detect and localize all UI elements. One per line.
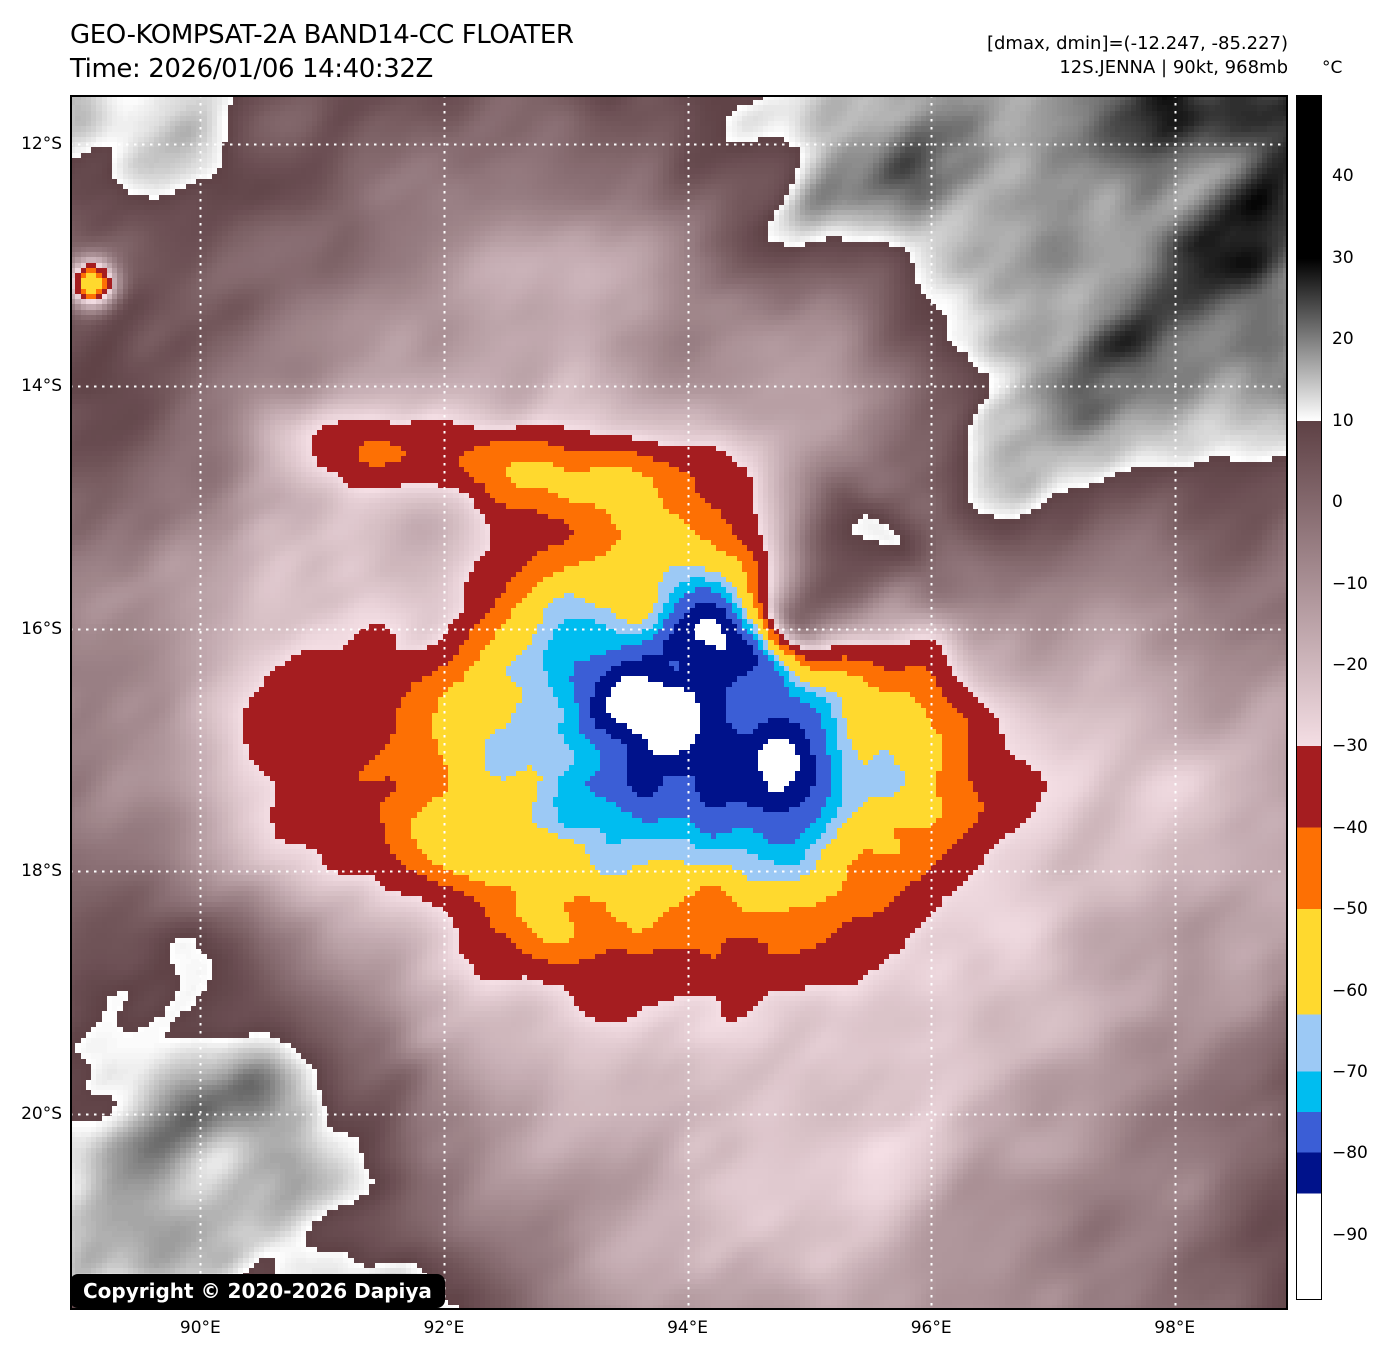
colorbar-tick-label: −30 — [1332, 736, 1368, 757]
colorbar-tick-label: 30 — [1332, 247, 1354, 268]
lon-axis-label: 92°E — [423, 1318, 465, 1338]
colorbar-unit-label: °C — [1322, 58, 1343, 78]
lat-axis-label: 14°S — [21, 376, 62, 397]
storm-id-intensity: 12S.JENNA | 90kt, 968mb — [1059, 57, 1288, 78]
lat-axis-label: 20°S — [21, 1103, 62, 1124]
colorbar-tick-label: −50 — [1332, 899, 1368, 920]
info-block: [dmax, dmin]=(-12.247, -85.227) 12S.JENN… — [987, 32, 1288, 80]
temperature-colorbar — [1296, 95, 1322, 1300]
colorbar-tick-label: 10 — [1332, 410, 1354, 431]
colorbar-tick-label: 0 — [1332, 492, 1343, 513]
satellite-imagery-canvas — [70, 95, 1288, 1310]
lon-axis-label: 96°E — [910, 1318, 952, 1338]
copyright-badge: Copyright © 2020-2026 Dapiya — [70, 1274, 445, 1308]
lat-axis-label: 18°S — [21, 861, 62, 882]
colorbar-tick-label: −80 — [1332, 1143, 1368, 1164]
colorbar-tick-label: −10 — [1332, 573, 1368, 594]
lon-axis-label: 94°E — [667, 1318, 708, 1338]
colorbar-tick-label: −20 — [1332, 654, 1368, 675]
colorbar-tick-label: −40 — [1332, 817, 1368, 838]
timestamp: Time: 2026/01/06 14:40:32Z — [70, 54, 433, 84]
colorbar-tick-label: 20 — [1332, 329, 1354, 350]
header: GEO-KOMPSAT-2A BAND14-CC FLOATER Time: 2… — [70, 18, 574, 86]
lat-axis-label: 12°S — [21, 133, 62, 154]
lat-axis-label: 16°S — [21, 618, 62, 639]
colorbar-tick-label: −70 — [1332, 1062, 1368, 1083]
page-title: GEO-KOMPSAT-2A BAND14-CC FLOATER — [70, 20, 574, 50]
colorbar-tick-label: 40 — [1332, 166, 1354, 187]
satellite-map: Copyright © 2020-2026 Dapiya — [70, 95, 1288, 1310]
colorbar-tick-label: −90 — [1332, 1224, 1368, 1245]
colorbar-tick-label: −60 — [1332, 980, 1368, 1001]
lon-axis-label: 90°E — [179, 1318, 221, 1338]
dmax-dmin-readout: [dmax, dmin]=(-12.247, -85.227) — [986, 33, 1288, 54]
lon-axis-label: 98°E — [1154, 1318, 1196, 1338]
